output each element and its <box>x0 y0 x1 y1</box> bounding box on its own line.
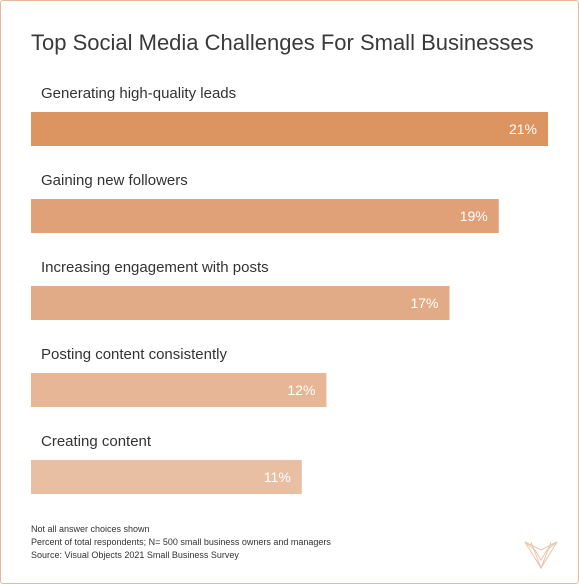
bar-value-label: 11% <box>264 469 291 485</box>
bar-value-label: 12% <box>287 382 315 398</box>
visual-objects-logo-icon <box>524 541 558 570</box>
bar <box>31 286 450 320</box>
bar <box>31 460 302 494</box>
note-source: Source: Visual Objects 2021 Small Busine… <box>31 550 239 560</box>
chart-notes: Not all answer choices shown Percent of … <box>31 523 331 562</box>
chart-title: Top Social Media Challenges For Small Bu… <box>31 30 534 55</box>
category-label: Gaining new followers <box>41 172 188 189</box>
bar-value-label: 19% <box>460 208 488 224</box>
category-label: Creating content <box>41 433 152 450</box>
bar-value-label: 17% <box>410 295 438 311</box>
category-label: Posting content consistently <box>41 346 227 363</box>
note-respondents: Percent of total respondents; N= 500 sma… <box>31 537 331 547</box>
category-label: Generating high-quality leads <box>41 85 236 102</box>
bar <box>31 199 499 233</box>
bar-value-label: 21% <box>509 121 537 137</box>
note-answer-choices: Not all answer choices shown <box>31 524 150 534</box>
bar <box>31 112 548 146</box>
bar <box>31 373 327 407</box>
category-label: Increasing engagement with posts <box>41 259 269 276</box>
